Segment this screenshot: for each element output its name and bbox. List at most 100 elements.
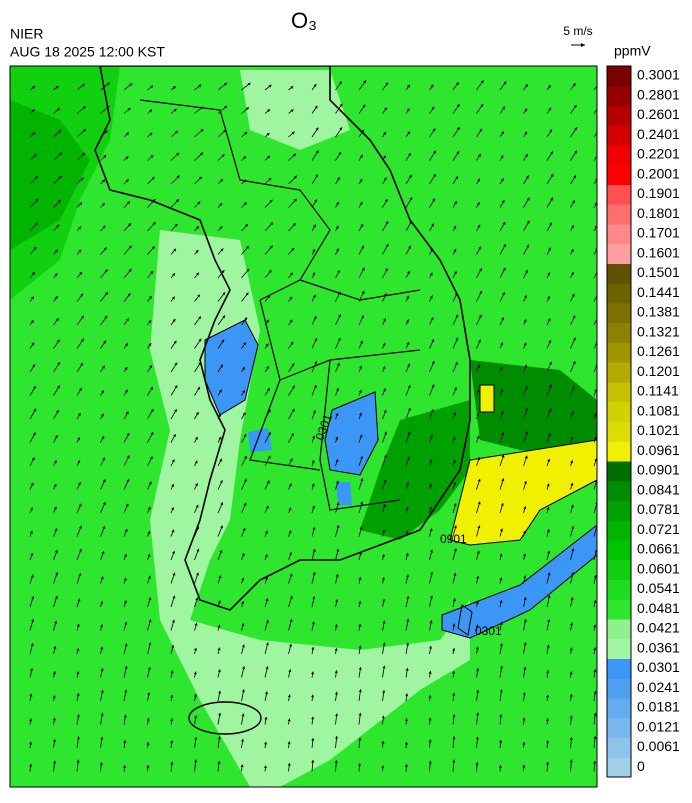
wind-arrow-head xyxy=(571,411,574,415)
wind-arrow-head xyxy=(499,577,503,581)
wind-arrow-head xyxy=(31,296,34,300)
wind-arrow-head xyxy=(171,483,174,487)
wind-arrow-head xyxy=(198,176,202,180)
wind-arrow-head xyxy=(452,671,456,674)
wind-arrow-head xyxy=(124,343,128,347)
wind-arrow-head xyxy=(361,267,365,271)
wind-arrow-head xyxy=(522,717,526,721)
wind-arrow-head xyxy=(147,692,151,696)
wind-scale-label: 5 m/s xyxy=(563,24,592,38)
colorbar-label: 0.1201 xyxy=(637,363,680,379)
wind-arrow-head xyxy=(218,575,222,579)
wind-arrow-head xyxy=(242,390,245,394)
wind-arrow-head xyxy=(430,84,434,88)
wind-arrow-head xyxy=(360,340,363,344)
wind-arrow-head xyxy=(546,761,550,765)
wind-arrow-head xyxy=(570,436,574,440)
wind-arrow-head xyxy=(171,619,175,623)
title: O₃ xyxy=(291,8,317,33)
wind-arrow-head xyxy=(220,179,224,182)
wind-arrow-head xyxy=(171,507,174,511)
wind-arrow-head xyxy=(593,624,597,628)
wind-arrow-head xyxy=(406,574,410,578)
wind-arrow-head xyxy=(597,128,600,131)
wind-arrow-head xyxy=(80,293,84,297)
wind-arrow-head xyxy=(198,84,202,88)
wind-arrow-head xyxy=(146,717,150,721)
wind-arrow-head xyxy=(381,577,385,581)
wind-arrow-head xyxy=(430,571,434,575)
wind-arrow-head xyxy=(125,411,129,415)
wind-arrow-head xyxy=(267,109,271,113)
wind-arrow-head xyxy=(362,104,366,108)
wind-arrow-head xyxy=(124,621,128,625)
wind-arrow-head xyxy=(431,223,434,227)
wind-arrow-head xyxy=(569,759,573,763)
wind-arrow-head xyxy=(313,316,317,320)
wind-arrow-head xyxy=(315,127,319,131)
colorbar-unit: ppmV xyxy=(614,43,651,59)
wind-arrow-head xyxy=(406,295,410,299)
wind-arrow-head xyxy=(289,552,293,556)
wind-arrow-head xyxy=(501,454,505,458)
wind-arrow-head xyxy=(314,360,318,364)
wind-arrow-head xyxy=(102,457,106,461)
wind-arrow-head xyxy=(476,389,480,393)
wind-arrow-head xyxy=(264,554,268,558)
colorbar-label: 0.1261 xyxy=(637,343,680,359)
ozone-low xyxy=(248,428,272,452)
wind-arrow-head xyxy=(335,573,339,577)
wind-arrow-head xyxy=(222,292,226,296)
wind-arrow-head xyxy=(76,648,80,652)
wind-arrow-head xyxy=(314,105,318,109)
wind-arrow-head xyxy=(104,315,108,319)
wind-arrow-head xyxy=(242,412,246,416)
wind-arrow-head xyxy=(479,268,482,272)
wind-arrow-head xyxy=(525,269,528,273)
wind-arrow-head xyxy=(524,455,528,459)
wind-arrow-head xyxy=(523,319,527,323)
wind-arrow-head xyxy=(76,714,80,718)
wind-arrow-head xyxy=(124,529,128,532)
wind-arrow-head xyxy=(405,693,409,697)
wind-arrow-head xyxy=(128,268,132,272)
wind-arrow-head xyxy=(360,501,364,505)
wind-arrow-head xyxy=(266,480,270,484)
wind-arrow-head xyxy=(33,247,37,250)
wind-arrow-head xyxy=(522,530,526,534)
wind-arrow-head xyxy=(311,460,315,464)
wind-arrow-head xyxy=(30,668,34,672)
wind-arrow-head xyxy=(384,199,388,203)
colorbar-label: 0.0421 xyxy=(637,620,680,636)
wind-arrow-head xyxy=(54,435,58,439)
wind-arrow-head xyxy=(358,689,362,693)
wind-arrow-head xyxy=(103,340,107,344)
wind-arrow-head xyxy=(269,245,273,249)
wind-arrow-head xyxy=(52,671,56,675)
wind-arrow-head xyxy=(455,337,459,341)
wind-arrow-head xyxy=(522,764,526,768)
wind-arrow-head xyxy=(33,408,37,412)
wind-arrow-head xyxy=(30,553,34,557)
colorbar-label: 0.0841 xyxy=(637,481,680,497)
wind-arrow-head xyxy=(289,319,293,323)
wind-arrow-head xyxy=(34,222,38,226)
wind-arrow-head xyxy=(221,154,225,158)
wind-arrow-head xyxy=(200,129,204,132)
wind-arrow-head xyxy=(572,83,576,87)
wind-arrow-head xyxy=(100,712,104,716)
wind-arrow-head xyxy=(547,550,551,554)
wind-arrow-head xyxy=(245,107,249,111)
wind-arrow-head xyxy=(475,646,479,650)
colorbar-label: 0.2401 xyxy=(637,126,680,142)
wind-arrow-head xyxy=(478,246,481,250)
wind-arrow-head xyxy=(242,527,246,531)
wind-arrow-head xyxy=(33,386,36,389)
wind-arrow-head xyxy=(363,80,367,84)
wind-arrow-head xyxy=(499,739,503,743)
wind-arrow-head xyxy=(312,505,315,509)
wind-arrow-head xyxy=(431,384,435,388)
field-patch xyxy=(10,100,90,250)
wind-arrow-head xyxy=(548,247,551,251)
wind-arrow-head xyxy=(360,223,364,227)
